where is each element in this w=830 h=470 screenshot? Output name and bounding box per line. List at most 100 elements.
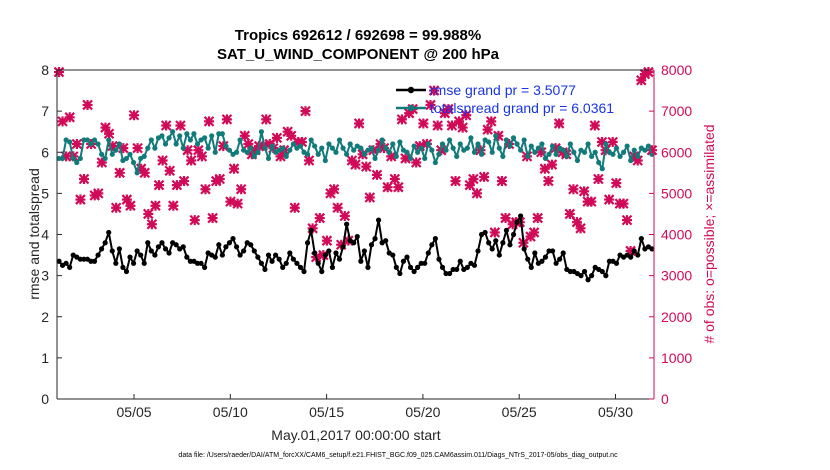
obs-assimilated-marker — [646, 144, 658, 156]
obs-assimilated-marker — [571, 216, 583, 228]
rmse-point — [493, 238, 499, 244]
rmse-point — [329, 264, 336, 270]
totalspread-point — [340, 145, 346, 151]
obs-assimilated-marker — [589, 120, 601, 131]
totalspread-point — [184, 131, 190, 137]
obs-assimilated-marker — [350, 159, 361, 170]
totalspread-point — [518, 147, 524, 153]
rmse-point — [280, 264, 286, 270]
obs-assimilated-marker — [364, 192, 376, 203]
totalspread-point — [645, 143, 652, 149]
totalspread-point — [102, 155, 108, 162]
totalspread-point — [308, 137, 314, 143]
totalspread-point — [91, 137, 98, 143]
rmse-point — [233, 244, 240, 250]
rmse-point — [351, 240, 357, 246]
totalspread-point — [326, 141, 332, 147]
obs-assimilated-marker — [64, 112, 75, 123]
rmse-point — [230, 236, 236, 242]
totalspread-point — [617, 153, 623, 159]
rmse-point — [333, 250, 339, 256]
rmse-point — [603, 273, 609, 279]
rmse-point — [578, 273, 584, 279]
totalspread-point — [372, 155, 378, 162]
totalspread-point — [532, 149, 538, 155]
totalspread-point — [546, 151, 552, 157]
totalspread-point — [493, 133, 499, 139]
obs-assimilated-marker — [389, 173, 401, 185]
obs-assimilated-marker — [432, 120, 443, 131]
rmse-series — [56, 213, 655, 283]
rmse-point — [91, 258, 98, 264]
y-tick-label-left: 4 — [41, 227, 49, 243]
rmse-point — [375, 217, 382, 223]
y-tick-label-left: 8 — [41, 62, 49, 78]
totalspread-point — [432, 159, 438, 166]
rmse-point — [258, 260, 265, 266]
rmse-point — [287, 250, 293, 256]
chart-subtitle: SAT_U_WIND_COMPONENT @ 200 hPa — [217, 46, 500, 63]
rmse-point — [475, 248, 481, 254]
obs-assimilated-marker — [228, 163, 240, 174]
footer-data-file: data file: /Users/raeder/DAI/ATM_forcXX/… — [178, 452, 618, 459]
totalspread-point — [205, 145, 211, 151]
totalspread-point — [613, 145, 620, 151]
rmse-point — [241, 248, 247, 254]
rmse-point — [308, 227, 314, 233]
obs-assimilated-marker — [78, 173, 90, 185]
obs-assimilated-marker — [128, 109, 140, 121]
totalspread-point — [404, 149, 410, 155]
obs-assimilated-marker — [193, 144, 204, 156]
rmse-point — [265, 252, 272, 258]
totalspread-point — [336, 137, 343, 143]
obs-assimilated-marker — [100, 122, 111, 133]
totalspread-point — [113, 147, 119, 153]
obs-assimilated-marker — [539, 163, 551, 174]
totalspread-point — [262, 145, 268, 151]
obs-assimilated-marker — [353, 118, 365, 129]
rmse-point — [383, 238, 389, 244]
totalspread-point — [368, 145, 375, 151]
rmse-point — [127, 254, 133, 260]
obs-assimilated-marker — [578, 186, 590, 197]
totalspread-point — [212, 149, 218, 155]
totalspread-point — [635, 153, 641, 159]
y-tick-label-left: 7 — [41, 103, 49, 119]
totalspread-point — [624, 143, 630, 149]
rmse-point — [319, 268, 325, 275]
rmse-point — [503, 227, 510, 233]
obs-assimilated-marker — [489, 227, 501, 238]
totalspread-point — [351, 147, 357, 153]
totalspread-point — [571, 149, 577, 155]
obs-assimilated-marker — [425, 99, 436, 111]
obs-assimilated-marker — [464, 179, 476, 191]
rmse-point — [216, 242, 222, 248]
y-tick-label-left: 0 — [41, 391, 49, 407]
totalspread-point — [109, 151, 115, 157]
totalspread-point — [145, 145, 151, 151]
y-tick-label-right: 0 — [661, 391, 669, 407]
rmse-point — [361, 248, 367, 254]
totalspread-point — [450, 145, 456, 151]
rmse-point — [514, 219, 520, 225]
obs-assimilated-marker — [196, 151, 208, 162]
rmse-point — [589, 273, 595, 279]
rmse-point — [368, 242, 375, 248]
rmse-point — [148, 248, 154, 254]
rmse-point — [116, 246, 122, 252]
obs-assimilated-marker — [543, 175, 554, 187]
rmse-point — [454, 266, 460, 273]
totalspread-point — [549, 143, 556, 149]
totalspread-point — [127, 151, 133, 157]
rmse-point — [269, 258, 275, 264]
totalspread-point — [329, 145, 336, 151]
obs-assimilated-marker — [146, 218, 158, 230]
totalspread-point — [180, 145, 186, 151]
obs-assimilated-marker — [71, 138, 83, 150]
totalspread-point — [361, 151, 367, 157]
obs-assimilated-marker — [328, 183, 340, 195]
rmse-point — [294, 260, 300, 266]
totalspread-point — [297, 143, 304, 149]
totalspread-point — [589, 153, 595, 159]
totalspread-point — [535, 145, 541, 151]
